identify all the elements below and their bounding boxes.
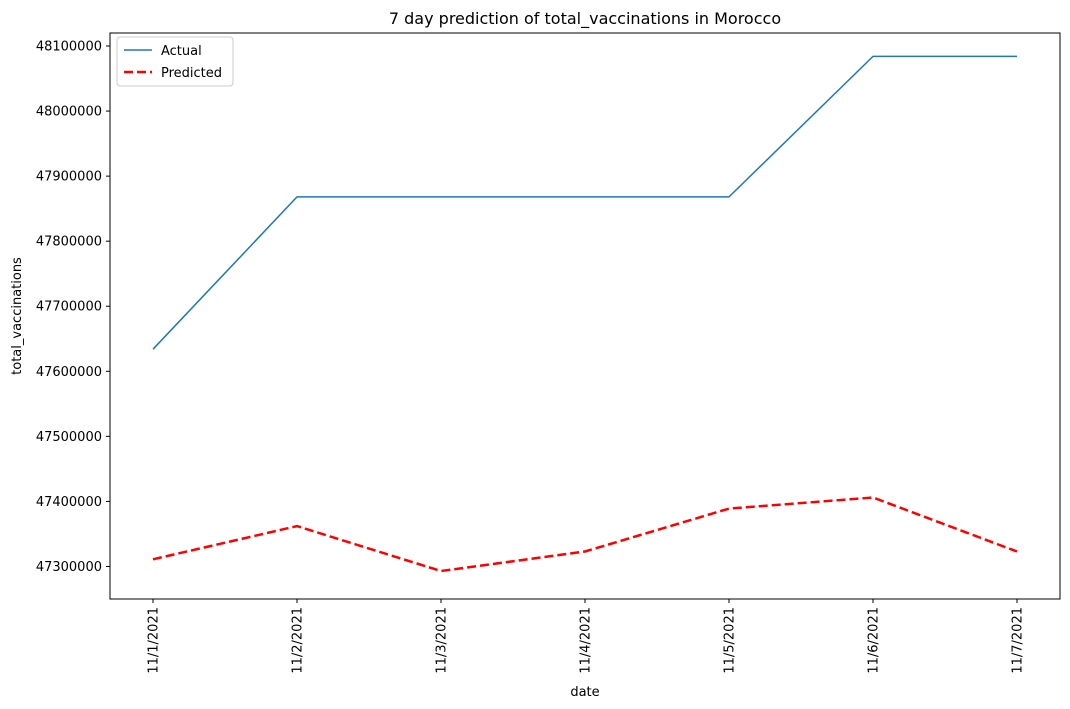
y-tick-label: 47400000 [36, 495, 102, 510]
x-tick-label: 11/1/2021 [147, 607, 162, 674]
x-tick-label: 11/3/2021 [435, 607, 450, 674]
y-tick-label: 47600000 [36, 365, 102, 380]
y-tick-label: 47900000 [36, 170, 102, 185]
y-axis: 47300000 47400000 47500000 47600000 47700000… [36, 40, 110, 575]
series-line-actual [152, 55, 1017, 350]
legend-label-predicted: Predicted [161, 66, 222, 81]
x-tick-label: 11/7/2021 [1011, 607, 1026, 674]
y-axis-label: total_vaccinations [10, 257, 25, 375]
y-tick-label: 47800000 [36, 235, 102, 250]
legend-label-actual: Actual [161, 44, 202, 59]
x-tick-label: 11/2/2021 [291, 607, 306, 674]
series-layer [152, 55, 1018, 573]
chart-title: 7 day prediction of total_vaccinations i… [389, 9, 781, 29]
y-tick-label: 47500000 [36, 430, 102, 445]
y-tick-label: 48000000 [36, 105, 102, 120]
y-tick-label: 47700000 [36, 300, 102, 315]
series-line-predicted [152, 496, 1018, 573]
legend: Actual Predicted [116, 36, 234, 87]
y-tick-label: 47300000 [36, 560, 102, 575]
x-tick-label: 11/5/2021 [723, 607, 738, 674]
x-axis: 11/1/2021 11/2/2021 11/3/2021 11/4/2021 11/5… [147, 599, 1026, 674]
x-axis-label: date [570, 685, 599, 700]
y-tick-label: 48100000 [36, 40, 102, 55]
x-tick-label: 11/6/2021 [867, 607, 882, 674]
x-tick-label: 11/4/2021 [579, 607, 594, 674]
